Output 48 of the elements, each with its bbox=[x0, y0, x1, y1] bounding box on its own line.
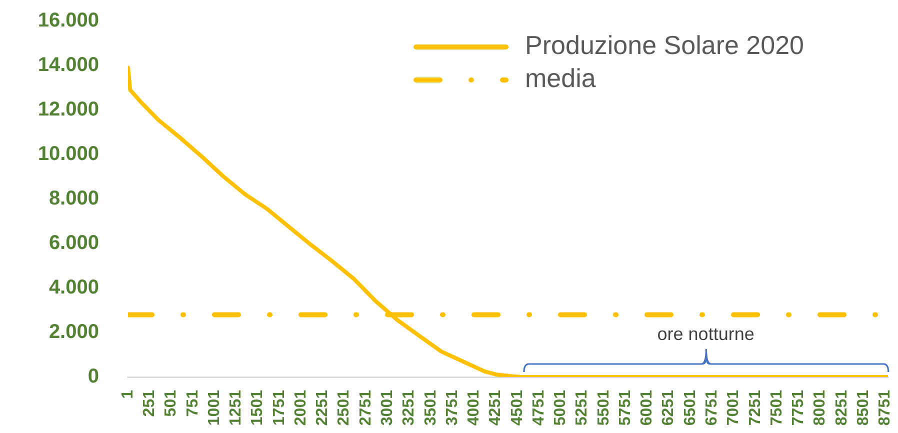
x-tick-label: 8001 bbox=[812, 390, 829, 426]
x-tick-label: 8501 bbox=[854, 390, 872, 426]
x-tick-label: 5251 bbox=[574, 390, 591, 426]
x-tick-label: 7251 bbox=[746, 390, 764, 426]
y-tick-label: 14.000 bbox=[38, 54, 99, 76]
x-tick-label: 5501 bbox=[595, 390, 612, 426]
x-tick-label: 751 bbox=[184, 390, 202, 417]
y-tick-label: 8.000 bbox=[48, 188, 99, 210]
x-tick-label: 1501 bbox=[249, 390, 266, 426]
x-tick-label: 6001 bbox=[638, 390, 656, 426]
x-tick-label: 4751 bbox=[530, 390, 548, 426]
x-tick-label: 3501 bbox=[422, 390, 440, 426]
x-tick-label: 5001 bbox=[552, 390, 570, 426]
x-tick-label: 501 bbox=[162, 390, 180, 417]
x-tick-label: 8251 bbox=[833, 390, 850, 426]
x-tick-label: 2251 bbox=[314, 390, 332, 426]
x-tick-label: 1751 bbox=[270, 390, 288, 426]
x-tick-label: 8751 bbox=[876, 390, 894, 426]
annotation: ore notturne bbox=[657, 324, 754, 344]
x-tick-label: 5751 bbox=[616, 390, 634, 426]
y-tick-label: 10.000 bbox=[38, 143, 99, 166]
x-tick-label: 2751 bbox=[357, 390, 374, 426]
x-tick-label: 1251 bbox=[228, 390, 245, 426]
x-tick-label: 4501 bbox=[508, 390, 526, 426]
x-tick-label: 4001 bbox=[466, 390, 483, 426]
x-tick-label: 251 bbox=[141, 390, 158, 417]
x-tick-label: 3001 bbox=[379, 390, 396, 426]
legend-label: Produzione Solare 2020 bbox=[525, 30, 804, 60]
x-tick-label: 2001 bbox=[292, 390, 310, 426]
x-tick-label: 6251 bbox=[660, 390, 678, 426]
x-tick-label: 2501 bbox=[336, 390, 353, 426]
x-tick-label: 7751 bbox=[790, 390, 808, 426]
x-tick-label: 6501 bbox=[682, 390, 699, 426]
y-tick-label: 0 bbox=[88, 366, 99, 388]
x-tick-label: 3751 bbox=[444, 390, 461, 426]
x-tick-label: 1001 bbox=[206, 390, 223, 426]
y-tick-label: 6.000 bbox=[48, 232, 99, 254]
x-tick-label: 7501 bbox=[768, 390, 786, 426]
x-tick-label: 1 bbox=[119, 390, 136, 399]
legend-label: media bbox=[525, 63, 596, 94]
y-tick-label: 16.000 bbox=[38, 10, 99, 32]
x-tick-label: 6751 bbox=[703, 390, 720, 426]
x-tick-label: 4251 bbox=[487, 390, 504, 426]
y-tick-label: 12.000 bbox=[38, 98, 99, 121]
x-tick-label: 3251 bbox=[400, 390, 418, 426]
y-tick-label: 2.000 bbox=[48, 321, 99, 344]
x-tick-label: 7001 bbox=[725, 390, 742, 426]
y-tick-label: 4.000 bbox=[48, 276, 99, 299]
